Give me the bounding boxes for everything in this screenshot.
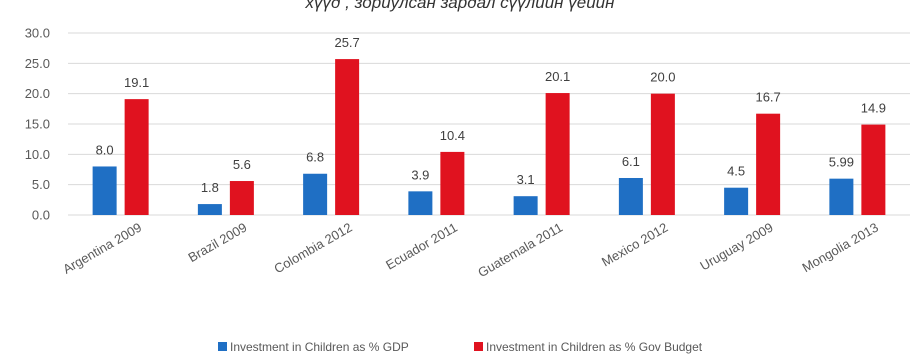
data-label-budget: 20.1 (545, 69, 570, 84)
bar-gdp (92, 166, 117, 215)
y-tick-label: 30.0 (25, 26, 50, 41)
bar-gdp (829, 178, 854, 215)
bar-budget (861, 124, 886, 215)
bar-gdp (408, 191, 433, 215)
y-tick-label: 5.0 (32, 177, 50, 192)
data-label-budget: 14.9 (861, 101, 886, 116)
data-label-gdp: 4.5 (727, 164, 745, 179)
data-label-budget: 25.7 (334, 35, 359, 50)
data-label-gdp: 6.8 (306, 150, 324, 165)
data-label-budget: 10.4 (440, 128, 465, 143)
category-label: Guatemala 2011 (475, 220, 565, 281)
data-label-budget: 16.7 (755, 90, 780, 105)
category-label: Ecuador 2011 (383, 220, 460, 273)
legend-label-budget: Investment in Children as % Gov Budget (486, 340, 703, 354)
y-tick-label: 10.0 (25, 147, 50, 162)
legend-swatch-budget (474, 342, 483, 351)
category-label: Argentina 2009 (60, 220, 144, 277)
category-label: Brazil 2009 (186, 220, 250, 266)
data-label-budget: 5.6 (233, 157, 251, 172)
category-label: Mongolia 2013 (800, 220, 881, 276)
data-label-gdp: 1.8 (201, 180, 219, 195)
y-tick-label: 20.0 (25, 86, 50, 101)
bar-budget (229, 181, 254, 215)
y-tick-label: 25.0 (25, 56, 50, 71)
bar-gdp (618, 177, 643, 215)
data-label-gdp: 3.1 (517, 172, 535, 187)
data-label-budget: 20.0 (650, 70, 675, 85)
y-tick-label: 15.0 (25, 117, 50, 132)
category-label: Colombia 2012 (271, 220, 354, 277)
bar-gdp (724, 187, 749, 215)
y-tick-label: 0.0 (32, 208, 50, 223)
data-label-gdp: 3.9 (411, 167, 429, 182)
data-label-budget: 19.1 (124, 75, 149, 90)
bar-budget (756, 113, 781, 215)
bar-budget (545, 93, 570, 215)
chart-title: хүүд , зориулсан зардал сүүлийн үеийн (305, 0, 615, 12)
data-label-gdp: 8.0 (96, 142, 114, 157)
bar-budget (440, 151, 465, 215)
bar-budget (335, 59, 360, 215)
bar-budget (650, 93, 675, 215)
legend-swatch-gdp (218, 342, 227, 351)
category-label: Uruguay 2009 (697, 220, 775, 274)
bar-budget (124, 99, 149, 215)
bar-gdp (303, 173, 328, 215)
data-label-gdp: 6.1 (622, 154, 640, 169)
legend-label-gdp: Investment in Children as % GDP (230, 340, 409, 354)
bar-gdp (513, 196, 538, 215)
data-label-gdp: 5.99 (829, 155, 854, 170)
category-label: Mexico 2012 (599, 220, 670, 270)
bar-gdp (197, 204, 222, 215)
